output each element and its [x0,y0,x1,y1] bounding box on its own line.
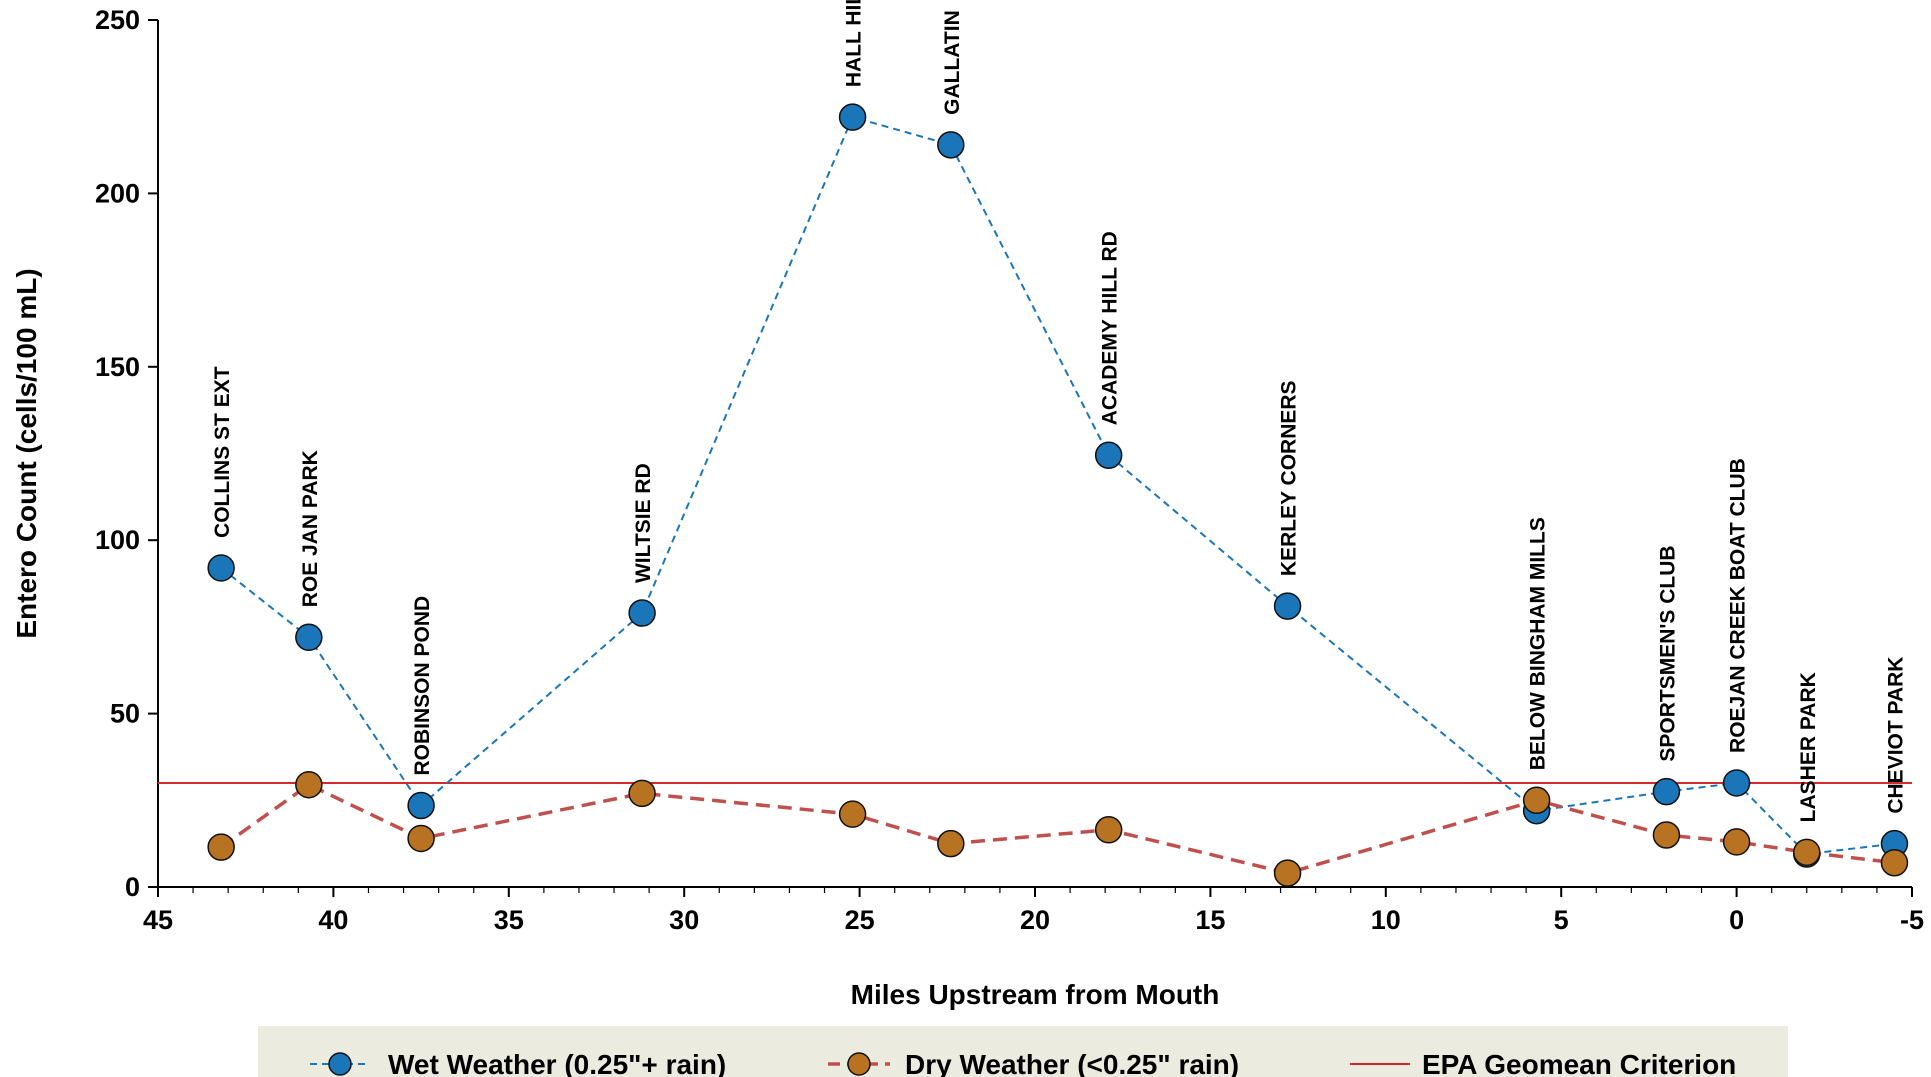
site-label: BELOW BINGHAM MILLS [1527,517,1550,770]
y-axis-ticks: 0 50 100 150 200 250 [95,5,158,902]
y-tick-label: 100 [95,525,140,555]
legend-item-dry: Dry Weather (<0.25" rain) [828,1049,1239,1077]
legend-swatch-wet-marker [328,1052,352,1076]
legend-label-wet: Wet Weather (0.25"+ rain) [388,1049,726,1077]
wet-weather-point [1094,441,1123,469]
dry-weather-point [1722,828,1751,856]
x-tick-label: 20 [1020,905,1050,935]
y-tick-label: 150 [95,352,140,382]
site-label: HALL HILL RD [843,0,866,87]
site-label: ROE JAN PARK [299,450,322,607]
y-tick-label: 50 [110,699,140,729]
dry-weather-point [1652,821,1681,849]
x-tick-label: 25 [845,905,875,935]
site-label: ROEJAN CREEK BOAT CLUB [1727,458,1750,753]
site-label: WILTSIE RD [632,463,655,583]
x-axis-label: Miles Upstream from Mouth [851,979,1220,1010]
site-label: COLLINS ST EXT [211,366,234,538]
legend-label-dry: Dry Weather (<0.25" rain) [905,1049,1239,1077]
legend: Wet Weather (0.25"+ rain) Dry Weather (<… [258,1026,1788,1077]
wet-weather-line [220,115,1895,856]
site-label: KERLEY CORNERS [1278,380,1301,576]
dry-weather-point [838,800,867,828]
legend-background [258,1026,1788,1077]
dry-weather-point [407,824,435,853]
wet-weather-series [207,103,1909,868]
dry-weather-point [207,833,235,861]
site-label: CHEVIOT PARK [1884,657,1907,814]
dry-weather-point [295,770,323,799]
site-label: SPORTSMEN'S CLUB [1656,545,1679,761]
dry-weather-line [220,782,1895,875]
dry-weather-series [207,770,1909,887]
y-tick-label: 250 [95,5,140,35]
site-labels: COLLINS ST EXT ROE JAN PARK ROBINSON POND W… [211,0,1907,822]
dry-weather-point [1880,848,1909,877]
legend-item-epa: EPA Geomean Criterion [1350,1049,1736,1077]
wet-weather-point [838,103,867,131]
dry-weather-point [1094,816,1123,844]
x-tick-label: 30 [669,905,699,935]
legend-swatch-dry-marker [847,1052,871,1076]
x-tick-label: 0 [1729,905,1744,935]
wet-weather-point [628,599,656,627]
site-label: LASHER PARK [1797,672,1820,822]
x-tick-label: 15 [1195,905,1225,935]
wet-weather-point [1652,777,1681,806]
dry-weather-point [628,779,656,808]
wet-weather-point [937,131,965,159]
legend-item-wet: Wet Weather (0.25"+ rain) [310,1049,726,1077]
dry-weather-point [1522,786,1551,815]
x-tick-label: 40 [318,905,348,935]
site-label: ACADEMY HILL RD [1099,231,1122,425]
x-axis-ticks: 45 40 35 30 25 20 15 10 5 0 -5 [143,887,1924,935]
y-tick-label: 0 [125,872,140,902]
dry-weather-point [937,829,965,858]
x-tick-label: 45 [143,905,173,935]
x-tick-label: 10 [1371,905,1401,935]
x-tick-label: 5 [1554,905,1569,935]
site-label: ROBINSON POND [411,596,434,776]
wet-weather-point [295,623,323,652]
wet-weather-point [1722,769,1751,797]
x-tick-label: -5 [1900,905,1924,935]
dry-weather-point [1273,859,1302,887]
wet-weather-point [407,791,435,820]
y-axis-label: Entero Count (cells/100 mL) [11,268,42,638]
legend-label-epa: EPA Geomean Criterion [1422,1049,1736,1077]
wet-weather-point [207,554,235,582]
dry-weather-point [1793,838,1821,867]
x-tick-label: 35 [494,905,524,935]
wet-weather-point [1273,592,1302,620]
site-label: GALLATIN [941,10,964,115]
y-tick-label: 200 [95,178,140,208]
